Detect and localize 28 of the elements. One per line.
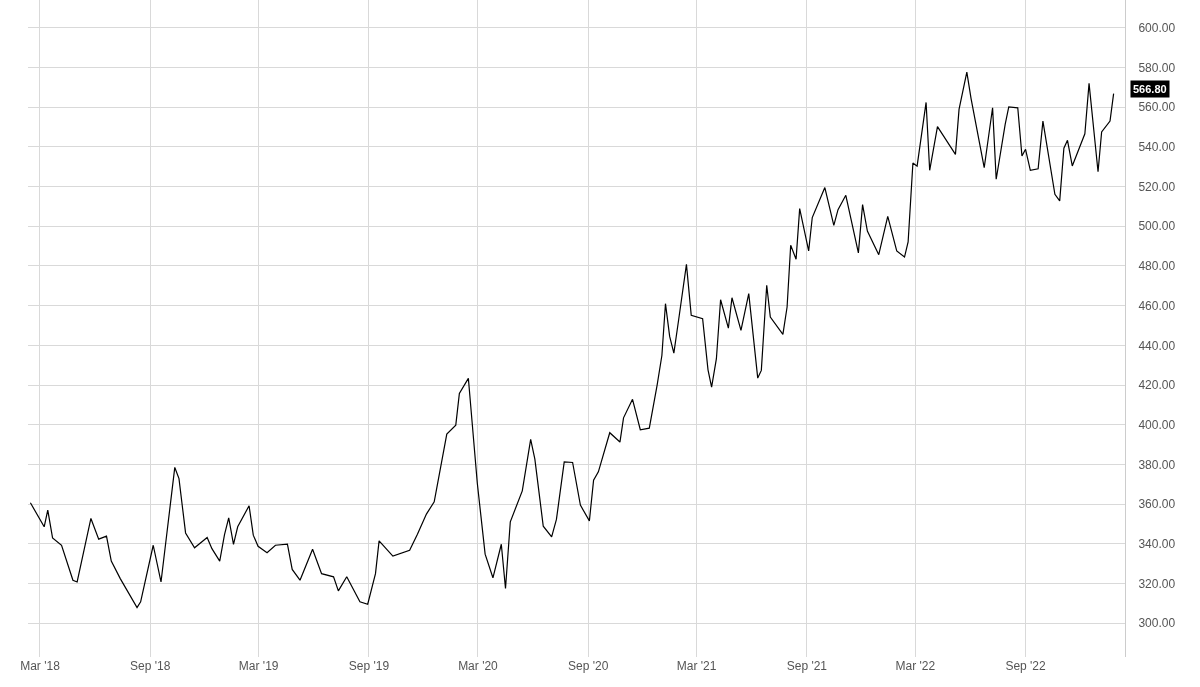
x-tick-label: Mar '18 [20,659,61,673]
y-tick-label: 440.00 [1138,338,1176,353]
y-tick-label: 320.00 [1138,576,1176,591]
line-series [29,71,1115,609]
y-tick-label: 520.00 [1138,179,1176,194]
y-tick-label: 560.00 [1138,100,1176,115]
y-tick-label: 460.00 [1138,298,1176,313]
y-tick-label: 420.00 [1138,378,1176,393]
annotation: 566.80 [1133,83,1167,95]
x-tick-label: Sep '19 [348,659,390,673]
x-tick-label: Sep '22 [1005,659,1047,673]
x-tick-label: Mar '21 [676,659,717,673]
x-tick-label: Mar '22 [895,659,936,673]
x-tick-label: Sep '18 [130,659,171,673]
y-tick-label: 360.00 [1138,497,1176,512]
x-tick-label: Mar '20 [458,659,499,673]
y-tick-label: 500.00 [1138,219,1176,234]
y-tick-label: 400.00 [1138,417,1176,432]
y-tick-label: 580.00 [1138,60,1176,75]
y-tick-label: 300.00 [1138,616,1176,631]
x-tick-label: Mar '19 [238,659,279,673]
y-tick-label: 340.00 [1138,537,1176,552]
y-tick-label: 480.00 [1138,259,1176,274]
y-tick-label: 380.00 [1138,457,1176,472]
y-tick-label: 540.00 [1138,140,1176,155]
y-tick-label: 600.00 [1138,20,1176,35]
x-tick-label: Sep '20 [568,659,609,673]
x-tick-label: Sep '21 [786,659,828,673]
